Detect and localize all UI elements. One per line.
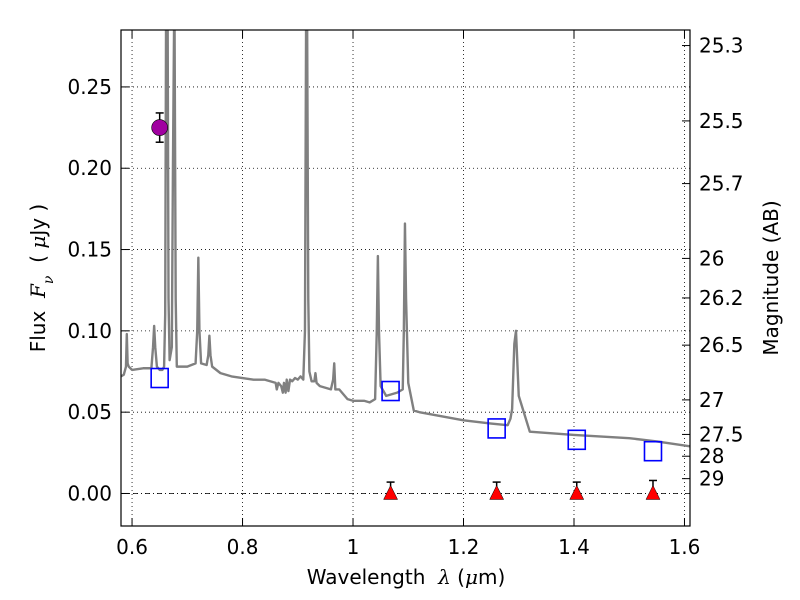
x-tick-label: 1.2 [448, 535, 480, 559]
model-photometry-point [487, 418, 506, 439]
x-tick-label: 0.8 [227, 535, 259, 559]
y-tick-label: 0.05 [67, 400, 112, 424]
ticks: 0.6 0.8 1 1.2 1.4 1.6 0.00 0.05 0.10 0.15 0.20 0.25… [67, 30, 744, 559]
plot-frame [120, 29, 691, 527]
right-tick-label: 28 [699, 444, 724, 468]
y-tick-label: 0.10 [67, 319, 112, 343]
axes-frame [120, 29, 691, 527]
upper-limit-point [645, 484, 661, 500]
x-tick-label: 1.4 [558, 535, 590, 559]
right-tick-label: 25.3 [699, 34, 744, 58]
upper-limit-point [383, 484, 398, 500]
y-tick-label: 0.20 [67, 156, 112, 180]
right-tick-label: 26.5 [699, 333, 744, 357]
x-tick-label: 0.6 [116, 535, 148, 559]
right-axis-label: Magnitude (AB) [759, 200, 783, 355]
y-tick-label: 0.00 [67, 481, 112, 505]
x-axis-label: Wavelength λ (μm) [307, 565, 506, 589]
right-tick-label: 25.5 [699, 109, 744, 133]
model-photometry-point [567, 429, 587, 451]
right-tick-label: 27 [699, 388, 724, 412]
upper-limit-point [569, 484, 585, 500]
model-photometry-point [150, 367, 169, 389]
model-photometry-point [381, 380, 400, 402]
y-tick-label: 0.25 [67, 75, 112, 99]
upper-limit-point [489, 484, 505, 500]
model-photometry-point [643, 440, 663, 462]
y-axis-label: Flux Fν ( μJy ) [26, 204, 57, 353]
right-tick-label: 27.5 [699, 422, 744, 446]
x-tick-label: 1 [347, 535, 360, 559]
y-tick-label: 0.15 [67, 238, 112, 262]
right-tick-label: 26 [699, 246, 724, 270]
right-tick-label: 29 [699, 467, 724, 491]
right-tick-label: 25.7 [699, 172, 744, 196]
series-layer [121, 30, 690, 500]
spectrum-line [121, 30, 690, 448]
x-tick-label: 1.6 [669, 535, 701, 559]
right-tick-label: 26.2 [699, 286, 744, 310]
detection-point [151, 119, 168, 136]
